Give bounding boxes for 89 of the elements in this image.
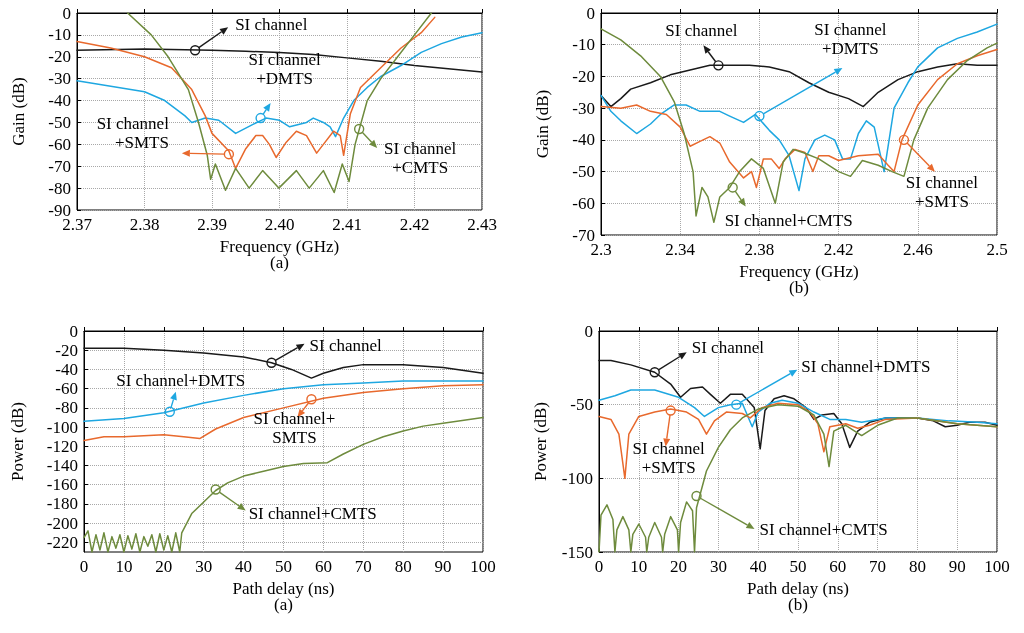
x-tick-label: 70 xyxy=(354,557,372,576)
y-tick-label: 0 xyxy=(62,3,71,23)
x-tick-label: 2.5 xyxy=(986,240,1008,259)
y-tick-label: -40 xyxy=(55,359,78,379)
y-tick-label: 0 xyxy=(586,3,595,23)
y-tick-label: -70 xyxy=(48,156,71,176)
x-tick-label: 2.42 xyxy=(823,240,854,259)
y-tick-label: -100 xyxy=(561,468,593,488)
y-tick-label: -20 xyxy=(48,47,71,67)
text: (a) xyxy=(274,595,293,614)
x-tick-label: 30 xyxy=(709,557,727,576)
annotation: SI channel+DMTS xyxy=(801,356,931,376)
x-tick-label: 2.43 xyxy=(467,215,497,234)
x-tick-label: 90 xyxy=(434,557,452,576)
annotation: SI channel+DMTS xyxy=(116,370,246,390)
x-tick-label: 2.38 xyxy=(129,215,160,234)
y-tick-label: 0 xyxy=(69,321,78,341)
annotation: SI channel +DMTS xyxy=(814,19,887,58)
y-tick-label: -30 xyxy=(48,69,71,89)
y-axis-title: Gain (dB) xyxy=(9,77,28,146)
annotation: SI channel xyxy=(235,15,308,35)
y-tick-label: 0 xyxy=(584,321,593,341)
y-tick-label: -120 xyxy=(46,436,78,456)
x-tick-label: 2.38 xyxy=(744,240,775,259)
y-tick-label: -150 xyxy=(561,542,593,562)
text: (b) xyxy=(788,595,808,614)
annotation: SI channel xyxy=(309,335,383,355)
x-tick-label: 80 xyxy=(394,557,412,576)
y-tick-label: -20 xyxy=(572,66,595,86)
x-tick-label: 60 xyxy=(829,557,847,576)
annotation: SI channel +DMTS xyxy=(248,49,321,88)
x-tick-label: 2.42 xyxy=(399,215,430,234)
x-tick-label: 100 xyxy=(984,557,1010,576)
x-tick-label: 2.46 xyxy=(902,240,933,259)
x-tick-label: 10 xyxy=(630,557,648,576)
x-tick-label: 2.41 xyxy=(332,215,362,234)
y-tick-label: -40 xyxy=(48,91,71,111)
x-tick-label: 2.39 xyxy=(197,215,227,234)
x-tick-label: 20 xyxy=(155,557,173,576)
y-tick-label: -80 xyxy=(55,398,78,418)
y-axis-title: Power (dB) xyxy=(8,402,27,481)
y-tick-label: -220 xyxy=(46,532,78,552)
annotation: SI channel xyxy=(665,21,738,41)
y-tick-label: -40 xyxy=(572,130,595,150)
annotation: SI channel xyxy=(691,338,765,358)
y-tick-label: -50 xyxy=(572,162,595,182)
annotation: SI channel +SMTS xyxy=(632,439,706,478)
annotation: SI channel+CMTS xyxy=(759,520,888,540)
y-tick-label: -80 xyxy=(48,178,71,198)
x-axis-title: Path delay (ns) xyxy=(232,578,335,598)
x-tick-label: 30 xyxy=(195,557,213,576)
annotation: SI channel+CMTS xyxy=(248,503,377,523)
x-axis-title: Path delay (ns) xyxy=(747,578,849,598)
x-tick-label: 40 xyxy=(749,557,767,576)
x-tick-label: 2.40 xyxy=(264,215,295,234)
x-tick-label: 100 xyxy=(470,557,496,576)
x-tick-label: 2.34 xyxy=(665,240,696,259)
y-tick-label: -60 xyxy=(572,193,595,213)
x-tick-label: 40 xyxy=(235,557,253,576)
y-tick-label: -10 xyxy=(572,35,595,55)
x-tick-label: 70 xyxy=(869,557,887,576)
annotation: SI channel +CMTS xyxy=(384,138,457,177)
y-tick-label: -50 xyxy=(48,112,71,132)
x-axis-title: Frequency (GHz) xyxy=(219,236,340,256)
y-tick-label: -60 xyxy=(55,379,78,399)
x-tick-label: 50 xyxy=(789,557,807,576)
y-tick-label: -160 xyxy=(46,475,78,495)
y-tick-label: -60 xyxy=(48,134,71,154)
y-tick-label: -200 xyxy=(46,513,78,533)
x-tick-label: 60 xyxy=(314,557,332,576)
y-axis-title: Gain (dB) xyxy=(533,89,552,159)
x-tick-label: 20 xyxy=(670,557,688,576)
annotation: SI channel +SMTS xyxy=(96,113,170,152)
annotation: SI channel+ SMTS xyxy=(253,408,336,447)
x-tick-label: 50 xyxy=(275,557,292,576)
y-tick-label: -100 xyxy=(46,417,78,437)
x-tick-label: 90 xyxy=(948,557,966,576)
y-axis-title: Power (dB) xyxy=(531,402,550,481)
y-tick-label: -180 xyxy=(46,494,78,514)
x-tick-label: 10 xyxy=(115,557,133,576)
y-tick-label: -10 xyxy=(48,25,71,45)
annotation: SI channel+CMTS xyxy=(724,211,853,231)
y-tick-label: -30 xyxy=(572,98,595,118)
x-tick-label: 80 xyxy=(908,557,926,576)
y-tick-label: -50 xyxy=(570,395,593,415)
y-tick-label: -20 xyxy=(55,340,78,360)
annotation: SI channel +SMTS xyxy=(905,173,979,212)
x-axis-title: Frequency (GHz) xyxy=(739,261,859,281)
y-tick-label: -140 xyxy=(46,456,78,476)
